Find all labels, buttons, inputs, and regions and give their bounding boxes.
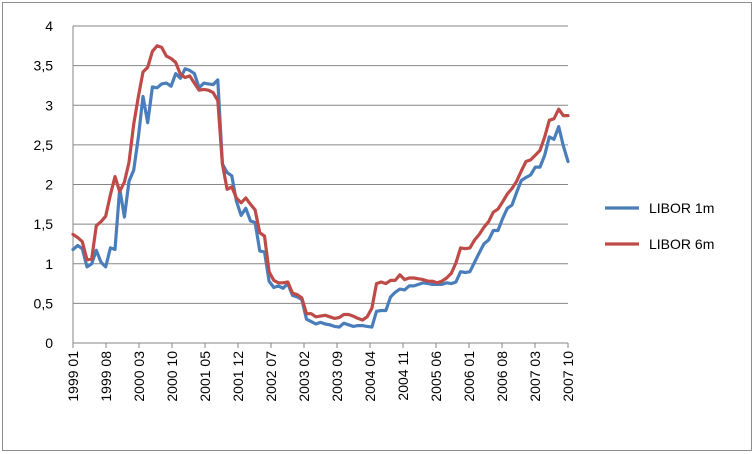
x-tick-label: 2004 11 <box>395 351 411 401</box>
y-tick-label: 4 <box>45 18 53 34</box>
legend-label: LIBOR 1m <box>649 200 714 216</box>
x-tick-label: 2006 08 <box>494 351 510 402</box>
y-tick-label: 1 <box>45 256 53 272</box>
y-tick-labels: 0 0,5 1 1,5 2 2,5 3 3,5 4 <box>34 18 54 351</box>
x-tick-label: 2000 10 <box>164 351 180 402</box>
legend-label: LIBOR 6m <box>649 236 714 252</box>
x-tick-label: 1999 01 <box>65 351 81 402</box>
y-gridlines <box>73 25 568 304</box>
x-tick-label: 2007 10 <box>560 351 576 402</box>
series-line-2 <box>71 44 570 322</box>
x-tick-label: 1999 08 <box>98 351 114 402</box>
y-tick-label: 2 <box>45 177 53 193</box>
x-tick-label: 2007 03 <box>527 351 543 402</box>
y-tick-label: 1,5 <box>34 216 54 232</box>
x-tick-label: 2002 07 <box>263 351 279 402</box>
y-tick-label: 0 <box>45 335 53 351</box>
y-tick-label: 0,5 <box>34 295 54 311</box>
x-tick-label: 2001 12 <box>230 351 246 402</box>
x-tick-label: 2003 02 <box>296 351 312 402</box>
x-tick-label: 2006 01 <box>461 351 477 402</box>
axes <box>72 26 569 348</box>
series-line-1 <box>71 67 570 329</box>
x-tick-label: 2004 04 <box>362 351 378 402</box>
x-tick-label: 2001 05 <box>197 351 213 402</box>
x-tick-labels: 1999 01 1999 08 2000 03 2000 10 2001 05 2001 … <box>65 351 576 402</box>
y-tick-label: 2,5 <box>34 137 54 153</box>
x-tick-label: 2000 03 <box>131 351 147 402</box>
y-tick-label: 3 <box>45 97 53 113</box>
series-lines <box>71 44 570 329</box>
legend: LIBOR 1m LIBOR 6m <box>605 200 714 252</box>
x-tick-label: 2003 09 <box>329 351 345 402</box>
y-tick-label: 3,5 <box>34 58 54 74</box>
x-tick-label: 2005 06 <box>428 351 444 402</box>
